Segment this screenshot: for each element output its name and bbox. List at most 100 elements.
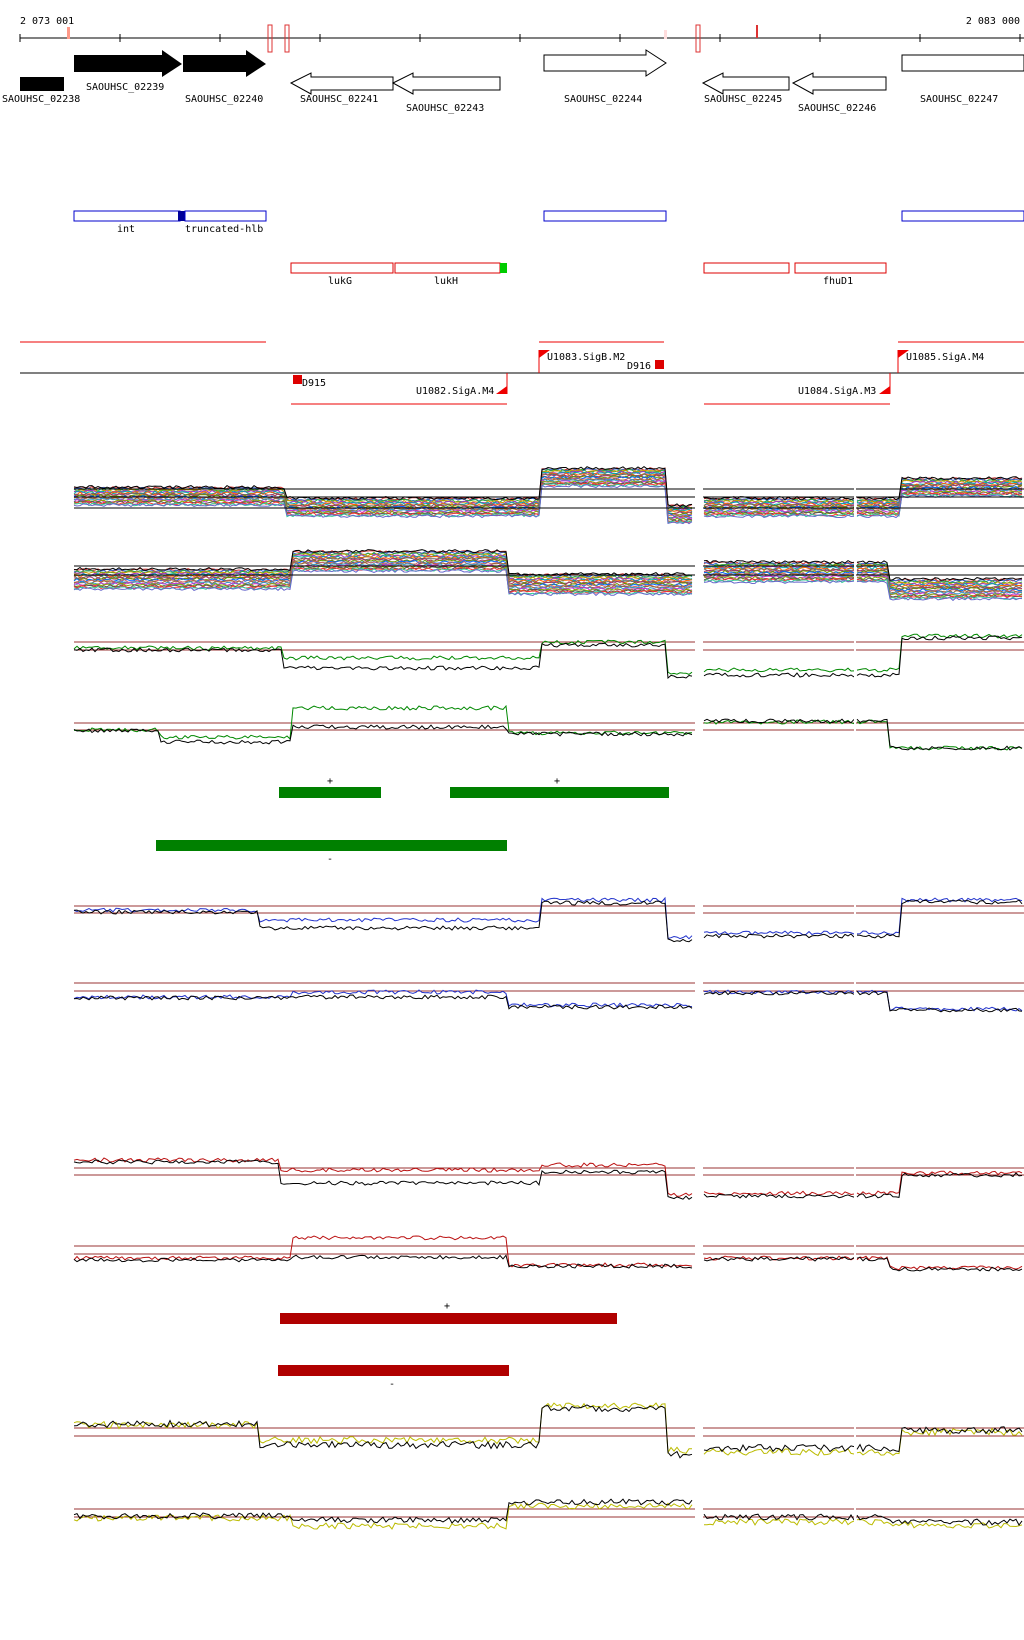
feature-marker: [178, 211, 185, 221]
ruler-start-label: 2 073 001: [20, 16, 74, 27]
gene-label: SAOUHSC_02246: [798, 103, 876, 114]
profile-line[interactable]: [73, 704, 1023, 751]
feature-label: lukH: [434, 276, 458, 287]
profile-line[interactable]: [73, 1404, 1023, 1459]
gene-arrow[interactable]: [901, 54, 1024, 72]
feature-box[interactable]: [901, 210, 1024, 222]
profile-line[interactable]: [73, 568, 1023, 602]
gene-arrow[interactable]: [391, 72, 501, 95]
gene-arrow[interactable]: [791, 72, 887, 95]
red-feature-track: lukG lukH fhuD1: [290, 262, 887, 287]
feature-label: int: [117, 224, 135, 235]
yellow-profile-minus: [73, 1479, 1024, 1559]
gene-arrow[interactable]: [74, 50, 182, 77]
segment-label: -: [327, 854, 333, 865]
feature-box[interactable]: [73, 210, 181, 222]
ruler-marker: [756, 25, 758, 38]
tu-label: U1082.SigA.M4: [416, 386, 494, 397]
profile-line[interactable]: [73, 1498, 1023, 1526]
segment-bar[interactable]: [450, 787, 669, 798]
gene-arrow[interactable]: [543, 49, 667, 77]
segment-label: +: [554, 776, 560, 787]
profile-line[interactable]: [73, 1402, 1023, 1457]
segment-bar[interactable]: [279, 787, 381, 798]
tss-arrow-icon: [539, 350, 550, 358]
blue-profile-plus: [73, 876, 1024, 956]
profile-line[interactable]: [73, 633, 1023, 675]
gene-label: SAOUHSC_02240: [185, 94, 263, 105]
gene-label: SAOUHSC_02247: [920, 94, 998, 105]
segment-bar[interactable]: [278, 1365, 509, 1376]
profile-line[interactable]: [73, 989, 1023, 1012]
segment-label: +: [444, 1301, 450, 1312]
tu-label: U1084.SigA.M3: [798, 386, 876, 397]
gene-label: SAOUHSC_02239: [86, 82, 164, 93]
profile-line[interactable]: [73, 1254, 1023, 1272]
profile-line[interactable]: [73, 635, 1023, 680]
blue-profile-minus: [73, 953, 1024, 1033]
feature-label: truncated-hlb: [185, 224, 263, 235]
profile-line[interactable]: [73, 899, 1023, 943]
gene-arrow[interactable]: [183, 50, 266, 77]
feature-label: lukG: [328, 276, 352, 287]
ruler-marker: [284, 24, 290, 53]
gene-label: SAOUHSC_02243: [406, 103, 484, 114]
feature-box[interactable]: [543, 210, 667, 222]
ruler-end-label: 2 083 000: [966, 16, 1020, 27]
profile-line[interactable]: [73, 1502, 1023, 1530]
feature-box[interactable]: [394, 262, 501, 274]
tss-arrow-icon: [879, 386, 890, 394]
gene-arrow[interactable]: [701, 72, 790, 95]
ruler-marker: [695, 24, 701, 53]
gene-label: SAOUHSC_02244: [564, 94, 642, 105]
segment-label: +: [327, 776, 333, 787]
terminator-marker: [293, 375, 302, 384]
tss-arrow-icon: [898, 350, 909, 358]
segment-bar[interactable]: [156, 840, 507, 851]
condition-bundle-minus: [73, 540, 1024, 620]
ruler-marker: [267, 24, 273, 53]
profile-line[interactable]: [73, 484, 1023, 525]
feature-box[interactable]: [703, 262, 790, 274]
profile-line[interactable]: [73, 718, 1023, 751]
profile-line[interactable]: [73, 1159, 1023, 1200]
profile-line[interactable]: [73, 896, 1023, 940]
feature-box[interactable]: [184, 210, 267, 222]
profile-line[interactable]: [73, 1157, 1023, 1197]
feature-label: fhuD1: [823, 276, 853, 287]
feature-marker: [500, 263, 507, 273]
gene-label: SAOUHSC_02245: [704, 94, 782, 105]
ruler-marker: [664, 30, 667, 39]
green-profile-plus: [73, 612, 1024, 692]
gene-arrow[interactable]: [289, 72, 394, 95]
profile-line[interactable]: [73, 990, 1023, 1013]
gene-label: SAOUHSC_02241: [300, 94, 378, 105]
feature-box[interactable]: [290, 262, 394, 274]
segment-bar[interactable]: [280, 1313, 617, 1324]
coordinate-ruler: 2 073 001 2 083 000: [19, 16, 1024, 53]
gene-arrow[interactable]: [20, 77, 64, 91]
yellow-profile-plus: [73, 1398, 1024, 1478]
terminator-label: D916: [627, 361, 651, 372]
tu-label: U1085.SigA.M4: [906, 352, 984, 363]
ruler-marker: [67, 27, 70, 39]
terminator-label: D915: [302, 378, 326, 389]
expression-profiles: [73, 455, 1024, 1559]
red-profile-plus: [73, 1138, 1024, 1218]
terminator-marker: [655, 360, 664, 369]
tss-arrow-icon: [496, 386, 507, 394]
condition-bundle-plus: [73, 455, 1024, 535]
red-profile-minus: [73, 1216, 1024, 1296]
blue-feature-track: int truncated-hlb: [73, 210, 1024, 235]
segment-bar-track: + + - + -: [156, 776, 669, 1390]
gene-track: SAOUHSC_02238 SAOUHSC_02239 SAOUHSC_0224…: [2, 49, 1024, 114]
tu-label: U1083.SigB.M2: [547, 352, 625, 363]
segment-label: -: [389, 1379, 395, 1390]
green-profile-minus: [73, 693, 1024, 773]
profile-line[interactable]: [73, 549, 1023, 581]
transcription-unit-track: U1082.SigA.M4 D915 U1083.SigB.M2 D916 U1…: [20, 341, 1024, 405]
profile-line[interactable]: [73, 1235, 1023, 1271]
feature-box[interactable]: [794, 262, 887, 274]
